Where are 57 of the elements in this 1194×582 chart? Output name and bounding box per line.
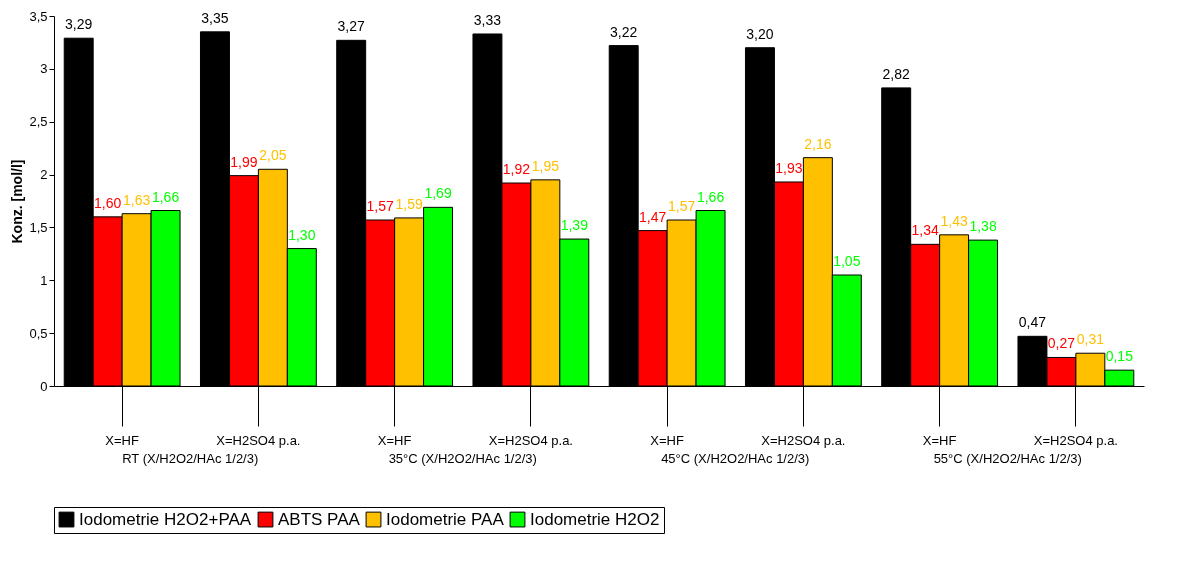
x-tick-label: X=H2SO4 p.a. — [488, 432, 573, 448]
y-tick-label: 3,5 — [29, 8, 48, 24]
x-tick-label: X=H2SO4 p.a. — [761, 432, 846, 448]
data-label: 1,95 — [531, 157, 560, 174]
data-label: 1,66 — [696, 188, 725, 205]
data-label: 2,05 — [259, 147, 287, 164]
data-label: 2,16 — [804, 135, 832, 152]
data-label: 3,35 — [201, 9, 229, 26]
data-label: 1,47 — [639, 208, 667, 225]
data-label: 1,05 — [833, 253, 861, 269]
text: 55°C (X/H2O2/HAc 1/2/3) — [933, 451, 1082, 466]
text: RT (X/H2O2/HAc 1/2/3) — [122, 451, 259, 466]
x-tick-label: X=HF — [922, 432, 957, 448]
x-tick-label: X=H2SO4 p.a. — [1033, 432, 1118, 448]
legend-label: Iodometrie H2O2+PAA — [79, 509, 252, 529]
data-label: 1,57 — [366, 198, 394, 215]
data-label: 1,57 — [667, 198, 696, 215]
y-tick-label: 0 — [40, 378, 48, 394]
y-tick-label: 1,5 — [29, 219, 48, 235]
data-label: 2,82 — [882, 65, 911, 82]
data-label: 1,93 — [775, 159, 803, 176]
data-label: 3,33 — [473, 11, 502, 28]
data-label: 0,27 — [1047, 335, 1076, 352]
data-label: 1,43 — [940, 212, 968, 229]
data-label: 1,34 — [911, 222, 939, 239]
data-label: 3,29 — [65, 16, 93, 33]
data-label: 1,63 — [122, 191, 151, 208]
x-tick-label: X=H2SO4 p.a. — [216, 432, 301, 448]
y-tick-label: 3 — [40, 61, 48, 77]
y-tick-label: 0,5 — [29, 325, 48, 341]
legend-label: ABTS PAA — [278, 509, 361, 529]
data-label: 1,92 — [502, 161, 531, 178]
data-label: 0,31 — [1076, 331, 1105, 348]
data-label: 3,20 — [746, 25, 774, 42]
data-label: 3,22 — [610, 23, 638, 40]
data-label: 1,30 — [288, 226, 316, 243]
data-label: 3,27 — [337, 18, 366, 35]
data-label: 1,39 — [560, 217, 589, 234]
data-label: 1,69 — [424, 185, 452, 202]
y-tick-label: 2 — [40, 167, 48, 183]
legend-label: Iodometrie PAA — [386, 509, 505, 529]
y-tick-label: 2,5 — [29, 114, 48, 130]
text: 35°C (X/H2O2/HAc 1/2/3) — [388, 451, 537, 466]
text: 45°C (X/H2O2/HAc 1/2/3) — [661, 451, 810, 466]
y-tick-label: 1 — [40, 272, 48, 288]
y-axis-title: Konz. [mol/l] — [9, 159, 26, 244]
data-label: 1,66 — [151, 188, 180, 205]
data-label: 0,15 — [1105, 348, 1134, 365]
legend-label: Iodometrie H2O2 — [530, 509, 660, 529]
x-tick-label: X=HF — [377, 432, 412, 448]
x-tick-label: X=HF — [105, 432, 139, 448]
data-label: 1,59 — [395, 195, 423, 212]
data-label: 1,38 — [969, 218, 997, 235]
data-label: 0,47 — [1018, 314, 1047, 331]
x-tick-label: X=HF — [650, 432, 684, 448]
data-label: 1,60 — [94, 194, 122, 211]
data-label: 1,99 — [230, 153, 258, 170]
